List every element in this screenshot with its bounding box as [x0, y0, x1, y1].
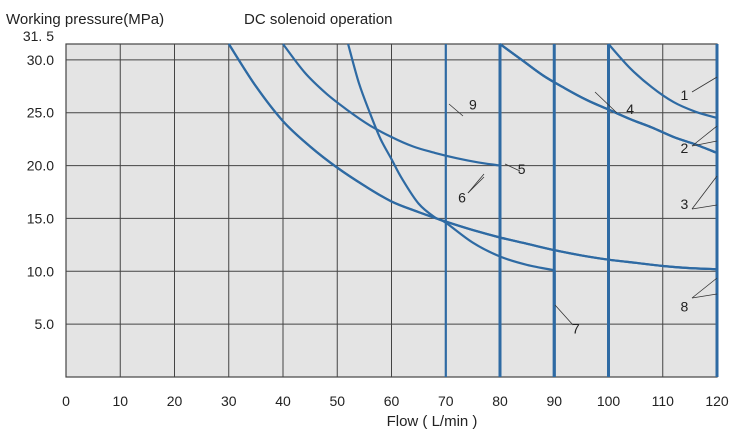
x-tick-label-3: 30 — [221, 393, 237, 409]
leader-line-8 — [691, 293, 718, 299]
x-tick-label-2: 20 — [167, 393, 183, 409]
curve-label-9: 9 — [469, 97, 477, 113]
y-axis-title: Working pressure(MPa) — [6, 11, 164, 28]
curves — [227, 43, 719, 377]
y-tick-label-5: 30.0 — [27, 52, 54, 68]
leader-line-6 — [467, 173, 485, 194]
curve-1 — [607, 43, 718, 120]
curve-8 — [227, 43, 718, 271]
curve-label-2: 2 — [681, 140, 689, 156]
curve-label-3: 3 — [681, 196, 689, 212]
leader-line-7 — [554, 304, 574, 326]
curve-label-4: 4 — [626, 101, 634, 117]
y-tick-label-6: 31. 5 — [23, 28, 54, 44]
y-tick-label-4: 25.0 — [27, 105, 54, 121]
curve-label-1: 1 — [681, 87, 689, 103]
leader-line-8 — [691, 277, 718, 299]
chart-subtitle: DC solenoid operation — [244, 11, 392, 28]
y-tick-label-3: 20.0 — [27, 158, 54, 174]
curve-label-8: 8 — [681, 298, 689, 314]
x-tick-label-11: 110 — [652, 393, 675, 409]
curve-5 — [282, 43, 501, 167]
y-tick-label-2: 15.0 — [27, 210, 54, 226]
x-tick-label-6: 60 — [384, 393, 400, 409]
y-tick-label-1: 10.0 — [27, 263, 54, 279]
curve-annotations: 1 2 3 4 5 6 7 8 9 — [448, 76, 718, 337]
leader-line-2 — [691, 125, 718, 147]
leader-line-9 — [448, 103, 464, 117]
y-tick-label-0: 5.0 — [35, 316, 55, 332]
curve-label-7: 7 — [572, 321, 580, 337]
curve-label-6: 6 — [458, 190, 466, 206]
x-tick-label-1: 10 — [112, 393, 128, 409]
x-tick-label-9: 90 — [546, 393, 562, 409]
leader-line-1 — [691, 76, 718, 93]
x-axis-title: Flow ( L/min ) — [387, 413, 478, 430]
x-tick-labels: 0 10 20 30 40 50 60 70 80 90 100 110 120 — [62, 393, 729, 409]
curve-label-5: 5 — [518, 161, 526, 177]
y-tick-labels: 5.0 10.0 15.0 20.0 25.0 30.0 31. 5 — [23, 28, 54, 332]
leader-line-4 — [594, 91, 618, 114]
leader-line-3 — [691, 175, 718, 210]
x-tick-label-4: 40 — [275, 393, 291, 409]
leader-line-3 — [691, 204, 718, 210]
x-tick-label-7: 70 — [438, 393, 454, 409]
x-tick-label-10: 100 — [597, 393, 621, 409]
x-tick-label-8: 80 — [492, 393, 508, 409]
x-tick-label-0: 0 — [62, 393, 70, 409]
leader-line-5 — [504, 163, 521, 172]
x-tick-label-12: 120 — [705, 393, 729, 409]
leader-line-2 — [691, 140, 718, 147]
x-tick-label-5: 50 — [329, 393, 345, 409]
